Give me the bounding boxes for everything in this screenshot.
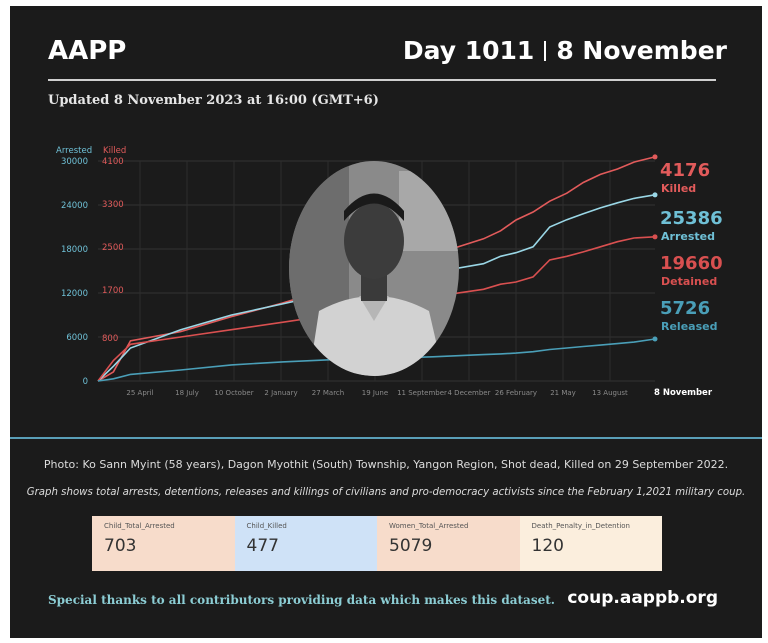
end-label-name: Detained bbox=[661, 275, 717, 288]
x-tick-label: 27 March bbox=[312, 389, 344, 397]
series-line-killed bbox=[97, 156, 656, 382]
killed-tick-label: 3300 bbox=[102, 200, 124, 210]
end-label-name: Released bbox=[661, 320, 717, 333]
stats-row: Child_Total_Arrested 703 Child_Killed 477 … bbox=[92, 516, 662, 571]
day-count: Day 1011 bbox=[402, 36, 535, 65]
killed-axis-label: Killed bbox=[103, 146, 126, 156]
stat-women-total-arrested: Women_Total_Arrested 5079 bbox=[377, 516, 520, 571]
arrested-tick-label: 6000 bbox=[66, 333, 88, 343]
section-divider bbox=[10, 437, 762, 439]
x-tick-label: 18 July bbox=[175, 389, 199, 397]
arrested-tick-label: 24000 bbox=[61, 201, 88, 211]
infographic-card: AAPP Day 1011 8 November Updated 8 Novemb… bbox=[10, 6, 762, 638]
stat-label: Child_Killed bbox=[246, 522, 287, 530]
victim-photo bbox=[289, 161, 459, 376]
graph-note: Graph shows total arrests, detentions, r… bbox=[26, 487, 746, 498]
headline-date: 8 November bbox=[556, 36, 727, 65]
x-tick-label: 4 December bbox=[448, 389, 491, 397]
stat-label: Women_Total_Arrested bbox=[389, 522, 469, 530]
series-end-point bbox=[652, 154, 658, 160]
end-label-value: 5726 bbox=[660, 298, 710, 319]
x-tick-label: 25 April bbox=[126, 389, 153, 397]
stat-label: Child_Total_Arrested bbox=[104, 522, 175, 530]
stat-value: 120 bbox=[531, 536, 564, 556]
x-tick-label: 19 June bbox=[362, 389, 388, 397]
arrested-tick-label: 12000 bbox=[61, 289, 88, 299]
stat-value: 477 bbox=[246, 536, 279, 556]
end-label-value: 19660 bbox=[660, 253, 723, 274]
end-label-value: 25386 bbox=[660, 208, 723, 229]
arrested-tick-label: 30000 bbox=[61, 157, 88, 167]
series-end-point bbox=[652, 234, 658, 240]
arrested-tick-label: 0 bbox=[83, 377, 88, 387]
site-url[interactable]: coup.aappb.org bbox=[567, 588, 718, 608]
killed-tick-label: 800 bbox=[102, 334, 118, 344]
stat-value: 5079 bbox=[389, 536, 433, 556]
end-label-name: Arrested bbox=[661, 230, 715, 243]
series-line-arrested bbox=[97, 194, 656, 382]
series-line-released bbox=[97, 338, 656, 382]
x-tick-label: 2 January bbox=[264, 389, 297, 397]
brand-title: AAPP bbox=[48, 36, 127, 66]
thanks-text: Special thanks to all contributors provi… bbox=[48, 593, 555, 607]
x-tick-label: 26 February bbox=[495, 389, 537, 397]
x-ticks: 25 April 18 July 10 October 2 January 27 Mar… bbox=[126, 388, 712, 398]
end-label-name: Killed bbox=[661, 182, 696, 195]
stat-child-total-arrested: Child_Total_Arrested 703 bbox=[92, 516, 235, 571]
x-tick-label: 21 May bbox=[550, 389, 576, 397]
x-tick-label: 8 November bbox=[654, 388, 713, 398]
arrested-tick-label: 18000 bbox=[61, 245, 88, 255]
killed-tick-label: 2500 bbox=[102, 243, 124, 253]
headline-separator bbox=[544, 41, 547, 61]
x-tick-label: 10 October bbox=[214, 389, 253, 397]
series-line-detained bbox=[97, 236, 656, 382]
series-lines bbox=[97, 154, 658, 382]
stat-child-killed: Child_Killed 477 bbox=[234, 516, 377, 571]
photo-caption: Photo: Ko Sann Myint (58 years), Dagon M… bbox=[43, 458, 729, 471]
x-tick-label: 13 August bbox=[592, 389, 628, 397]
arrested-ticks: 0 6000 12000 18000 24000 30000 bbox=[61, 157, 88, 387]
killed-ticks: 800 1700 2500 3300 4100 bbox=[102, 157, 124, 344]
header-divider bbox=[48, 79, 716, 81]
stat-label: Death_Penalty_in_Detention bbox=[531, 522, 630, 530]
arrested-axis-label: Arrested bbox=[56, 146, 92, 156]
updated-timestamp: Updated 8 November 2023 at 16:00 (GMT+6) bbox=[48, 93, 379, 108]
stat-death-penalty: Death_Penalty_in_Detention 120 bbox=[519, 516, 662, 571]
series-end-point bbox=[652, 336, 658, 342]
portrait-graphic bbox=[289, 161, 459, 376]
killed-tick-label: 1700 bbox=[102, 286, 124, 296]
x-tick-label: 11 September bbox=[397, 389, 447, 397]
killed-tick-label: 4100 bbox=[102, 157, 124, 167]
end-label-value: 4176 bbox=[660, 160, 710, 181]
series-end-point bbox=[652, 192, 658, 198]
stat-value: 703 bbox=[104, 536, 137, 556]
day-headline: Day 1011 8 November bbox=[403, 36, 727, 65]
